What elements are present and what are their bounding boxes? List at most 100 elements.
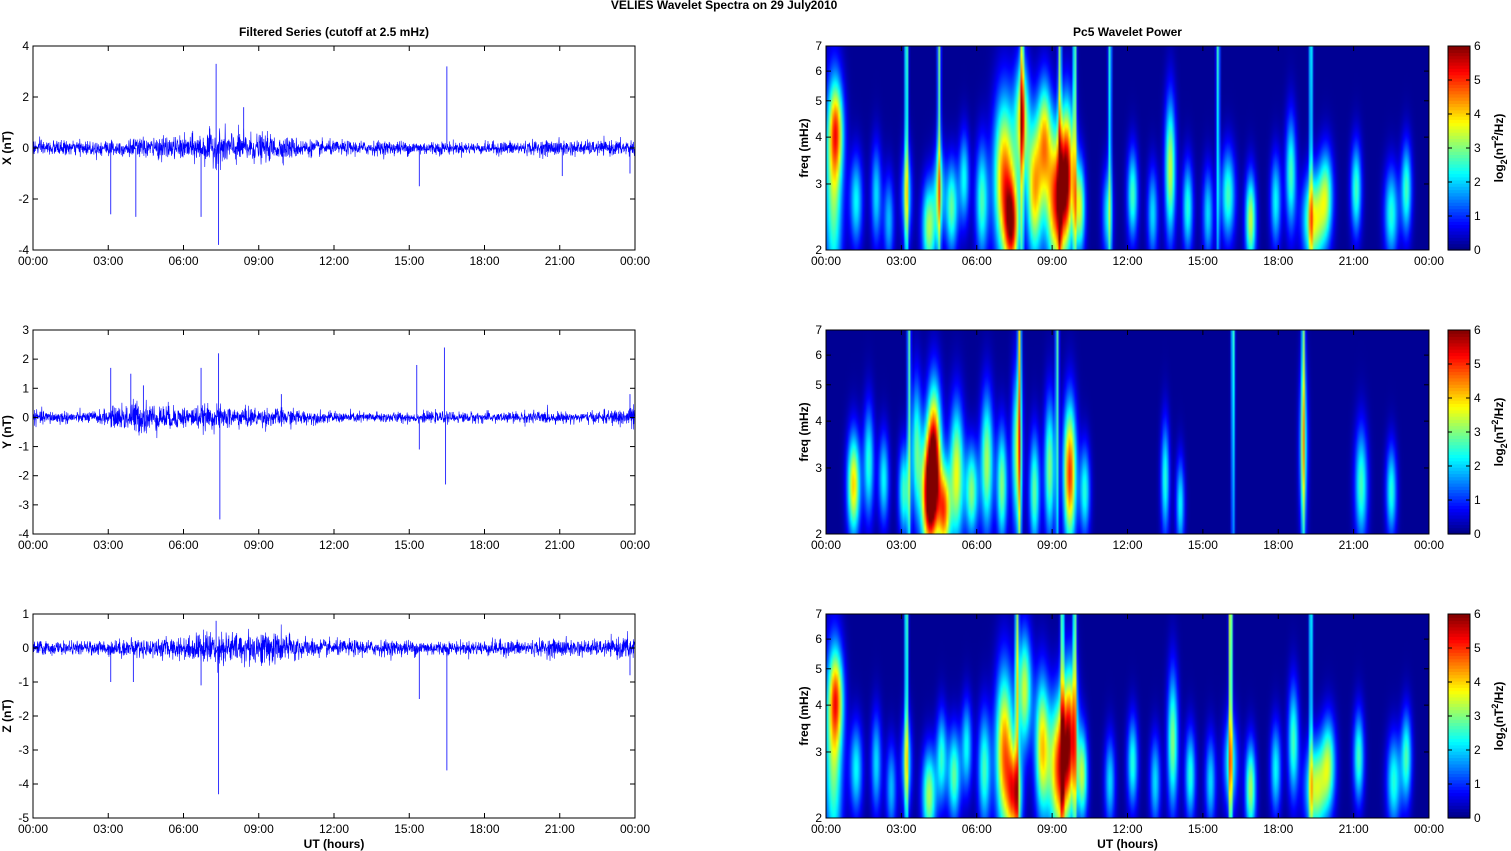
series-ytick-label: -4 bbox=[18, 527, 29, 541]
colorbar-band bbox=[1448, 112, 1470, 117]
colorbar-band bbox=[1448, 211, 1470, 216]
colorbar-tick-label: 0 bbox=[1474, 527, 1481, 541]
colorbar-band bbox=[1448, 636, 1470, 641]
colorbar-band bbox=[1448, 160, 1470, 165]
colorbar-band bbox=[1448, 173, 1470, 178]
series-ytick-label: -2 bbox=[18, 469, 29, 483]
colorbar-band bbox=[1448, 224, 1470, 229]
colorbar-band bbox=[1448, 725, 1470, 730]
wavelet-ytick-label: 6 bbox=[815, 64, 822, 78]
colorbar-band bbox=[1448, 645, 1470, 650]
colorbar-band bbox=[1448, 393, 1470, 398]
colorbar-band bbox=[1448, 355, 1470, 360]
colorbar-band bbox=[1448, 767, 1470, 771]
colorbar-tick-label: 5 bbox=[1474, 641, 1481, 655]
series-ytick-label: -2 bbox=[18, 192, 29, 206]
colorbar-band bbox=[1448, 661, 1470, 666]
series-ytick-label: 0 bbox=[22, 410, 29, 424]
colorbar-band bbox=[1448, 754, 1470, 759]
series-panel-0: -4 -2 0 2 4 X (nT) Filtered Series (cutoff at … bbox=[0, 25, 650, 268]
series-xtick-label: 15:00 bbox=[394, 254, 424, 268]
colorbar-band bbox=[1448, 489, 1470, 494]
wavelet-xtick-label: 03:00 bbox=[886, 822, 916, 836]
colorbar-label-part: /Hz) bbox=[1492, 682, 1506, 704]
colorbar-band bbox=[1448, 333, 1470, 337]
colorbar-band bbox=[1448, 243, 1470, 248]
colorbar-band bbox=[1448, 61, 1470, 66]
colorbar-tick-label: 4 bbox=[1474, 107, 1481, 121]
colorbar-band bbox=[1448, 339, 1470, 344]
colorbar-band bbox=[1448, 199, 1470, 203]
colorbar-band bbox=[1448, 103, 1470, 108]
colorbar-band bbox=[1448, 237, 1470, 242]
colorbar-band bbox=[1448, 390, 1470, 395]
colorbar-band bbox=[1448, 514, 1470, 519]
wavelet-xtick-label: 12:00 bbox=[1112, 822, 1142, 836]
series-ytick-label: 2 bbox=[22, 90, 29, 104]
colorbar-label-part: 2 bbox=[1499, 443, 1509, 448]
colorbar-band bbox=[1448, 336, 1470, 341]
wavelet-ytick-label: 4 bbox=[815, 414, 822, 428]
colorbar-band bbox=[1448, 770, 1470, 774]
colorbar-band bbox=[1448, 106, 1470, 111]
colorbar-band bbox=[1448, 696, 1470, 701]
colorbar-band bbox=[1448, 470, 1470, 475]
colorbar-band bbox=[1448, 776, 1470, 781]
colorbar-band bbox=[1448, 412, 1470, 417]
colorbar-band bbox=[1448, 49, 1470, 53]
colorbar-band bbox=[1448, 377, 1470, 382]
colorbar-band bbox=[1448, 623, 1470, 628]
series-xtick-label: 21:00 bbox=[545, 254, 575, 268]
colorbar-label: log2(nT2/Hz) bbox=[1490, 398, 1509, 467]
colorbar-band bbox=[1448, 728, 1470, 733]
colorbar-band bbox=[1448, 814, 1470, 819]
colorbar-band bbox=[1448, 626, 1470, 631]
colorbar-band bbox=[1448, 400, 1470, 404]
colorbar-band bbox=[1448, 330, 1470, 334]
colorbar-band bbox=[1448, 425, 1470, 430]
colorbar-band bbox=[1448, 719, 1470, 723]
colorbar-band bbox=[1448, 87, 1470, 92]
series-ytick-label: 1 bbox=[22, 607, 29, 621]
wavelet-ytick-label: 3 bbox=[815, 177, 822, 191]
colorbar-tick-label: 2 bbox=[1474, 743, 1481, 757]
colorbar-band bbox=[1448, 441, 1470, 446]
wavelet-xtick-label: 09:00 bbox=[1037, 538, 1067, 552]
series-panel-1: -4 -3 -2 -1 0 1 2 3 Y (nT) 00:00 03:00 06:00 09:00 12… bbox=[0, 323, 650, 552]
colorbar-band bbox=[1448, 214, 1470, 219]
series-panel-2: -5 -4 -3 -2 -1 0 1 Z (nT) 00:00 03:00 06:00 09:00 12… bbox=[0, 607, 650, 851]
series-xtick-label: 12:00 bbox=[319, 254, 349, 268]
wavelet-xtick-label: 03:00 bbox=[886, 538, 916, 552]
colorbar-band bbox=[1448, 614, 1470, 618]
colorbar-band bbox=[1448, 779, 1470, 784]
series-xlabel: UT (hours) bbox=[304, 837, 365, 851]
colorbar-band bbox=[1448, 74, 1470, 79]
colorbar-band bbox=[1448, 454, 1470, 459]
colorbar-band bbox=[1448, 68, 1470, 73]
colorbar-band bbox=[1448, 479, 1470, 484]
series-ytick-label: -4 bbox=[18, 243, 29, 257]
colorbar-band bbox=[1448, 432, 1470, 436]
series-xtick-label: 12:00 bbox=[319, 538, 349, 552]
colorbar-band bbox=[1448, 135, 1470, 140]
wavelet-panel-2: 2 3 4 5 6 7 freq (mHz) 00:00 03:00 06:00 09:00 12:0… bbox=[797, 607, 1509, 851]
colorbar-band bbox=[1448, 486, 1470, 490]
figure-title-main: VELIES Wavelet Spectra on 29 July bbox=[611, 0, 812, 12]
colorbar-band bbox=[1448, 46, 1470, 50]
wavelet-xtick-label: 09:00 bbox=[1037, 822, 1067, 836]
colorbar-tick-label: 0 bbox=[1474, 811, 1481, 825]
colorbar-label-part: 2 bbox=[1490, 136, 1500, 141]
colorbar-band bbox=[1448, 186, 1470, 191]
series-ytick-label: 4 bbox=[22, 39, 29, 53]
colorbar-band bbox=[1448, 157, 1470, 162]
colorbar-band bbox=[1448, 649, 1470, 653]
colorbar-band bbox=[1448, 55, 1470, 60]
colorbar-band bbox=[1448, 811, 1470, 816]
wavelet-xtick-label: 00:00 bbox=[1414, 822, 1444, 836]
series-ylabel: Z (nT) bbox=[0, 699, 14, 732]
colorbar-band bbox=[1448, 738, 1470, 743]
wavelet-xtick-label: 00:00 bbox=[811, 538, 841, 552]
series-ytick-label: -3 bbox=[18, 498, 29, 512]
colorbar-tick-label: 3 bbox=[1474, 425, 1481, 439]
